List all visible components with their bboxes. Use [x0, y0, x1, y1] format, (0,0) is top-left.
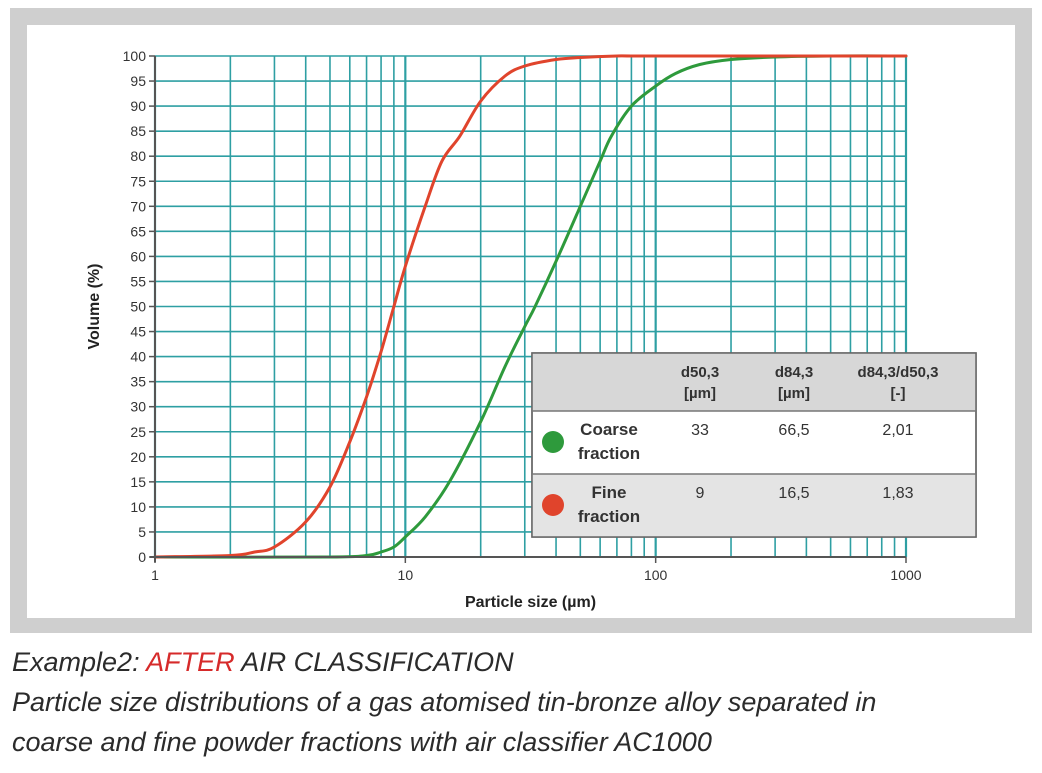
caption-line-1: Example2: AFTER AIR CLASSIFICATION — [12, 642, 1032, 682]
chart-panel: d50,3 [µm] d84,3 [µm] d84,3/d50,3 [-] Coarse fr… — [27, 25, 1015, 618]
legend-table-value: 33 — [691, 422, 709, 439]
y-tick-label: 45 — [130, 324, 146, 340]
y-tick-label: 75 — [130, 173, 146, 189]
legend-marker-fine — [542, 494, 564, 516]
legend-table-header-label: [-] — [891, 385, 906, 402]
y-tick-label: 50 — [130, 299, 146, 315]
legend-table-header-label: [µm] — [684, 385, 716, 402]
caption-line-3: coarse and fine powder fractions with ai… — [12, 727, 712, 757]
y-tick-label: 55 — [130, 273, 146, 289]
legend-row-label: fraction — [578, 507, 640, 526]
y-tick-label: 35 — [130, 374, 146, 390]
x-tick-label: 10 — [398, 567, 414, 583]
series-line-fine — [153, 54, 908, 559]
legend-table-value: 1,83 — [882, 485, 913, 502]
y-tick-label: 5 — [138, 524, 146, 540]
legend-table-value: 9 — [696, 485, 705, 502]
legend-row-label: Fine — [592, 483, 627, 502]
figure-caption: Example2: AFTER AIR CLASSIFICATION Parti… — [12, 642, 1032, 762]
x-tick-label: 1000 — [890, 567, 921, 583]
caption-suffix: AIR CLASSIFICATION — [234, 647, 514, 677]
legend-row-label: Coarse — [580, 420, 638, 439]
y-tick-label: 65 — [130, 223, 146, 239]
y-axis-title: Volume (%) — [86, 264, 103, 350]
legend-table-value: 2,01 — [882, 422, 913, 439]
y-tick-label: 70 — [130, 198, 146, 214]
legend-table-value: 16,5 — [778, 485, 809, 502]
legend-table-header — [532, 353, 976, 411]
y-tick-label: 20 — [130, 449, 146, 465]
chart-frame: d50,3 [µm] d84,3 [µm] d84,3/d50,3 [-] Coarse fr… — [10, 8, 1032, 633]
y-tick-label: 15 — [130, 474, 146, 490]
legend-marker-coarse — [542, 431, 564, 453]
caption-prefix: Example2: — [12, 647, 147, 677]
y-tick-label: 0 — [138, 549, 146, 565]
particle-size-chart: d50,3 [µm] d84,3 [µm] d84,3/d50,3 [-] Coarse fr… — [86, 48, 977, 611]
curve-layer — [153, 54, 908, 559]
y-tick-label: 25 — [130, 424, 146, 440]
legend-table-header-label: d50,3 — [681, 364, 719, 381]
x-tick-label: 1 — [151, 567, 159, 583]
y-tick-label: 85 — [130, 123, 146, 139]
series-line-coarse — [153, 54, 908, 559]
x-tick-label: 100 — [644, 567, 668, 583]
legend-table: d50,3 [µm] d84,3 [µm] d84,3/d50,3 [-] Coarse fr… — [531, 352, 977, 538]
legend-row-label: fraction — [578, 444, 640, 463]
y-tick-label: 80 — [130, 148, 146, 164]
legend-table-border — [531, 352, 977, 538]
y-tick-label: 30 — [130, 399, 146, 415]
y-tick-label: 10 — [130, 499, 146, 515]
y-tick-label: 95 — [130, 73, 146, 89]
legend-table-header-label: d84,3/d50,3 — [858, 364, 939, 381]
legend-table-value: 66,5 — [778, 422, 809, 439]
legend-table-header-label: d84,3 — [775, 364, 813, 381]
caption-line-2: Particle size distributions of a gas ato… — [12, 687, 877, 717]
y-tick-label: 40 — [130, 349, 146, 365]
legend-table-header-label: [µm] — [778, 385, 810, 402]
legend-table-row-shade — [532, 474, 976, 537]
caption-accent: AFTER — [146, 647, 235, 677]
y-tick-label: 90 — [130, 98, 146, 114]
axis-layer: 0 5 10 15 20 25 30 35 40 45 50 55 60 65 70 75 80 85 90 95 10… — [86, 48, 922, 611]
x-axis-title: Particle size (µm) — [465, 594, 596, 611]
y-tick-label: 60 — [130, 248, 146, 264]
y-tick-label: 100 — [123, 48, 147, 64]
